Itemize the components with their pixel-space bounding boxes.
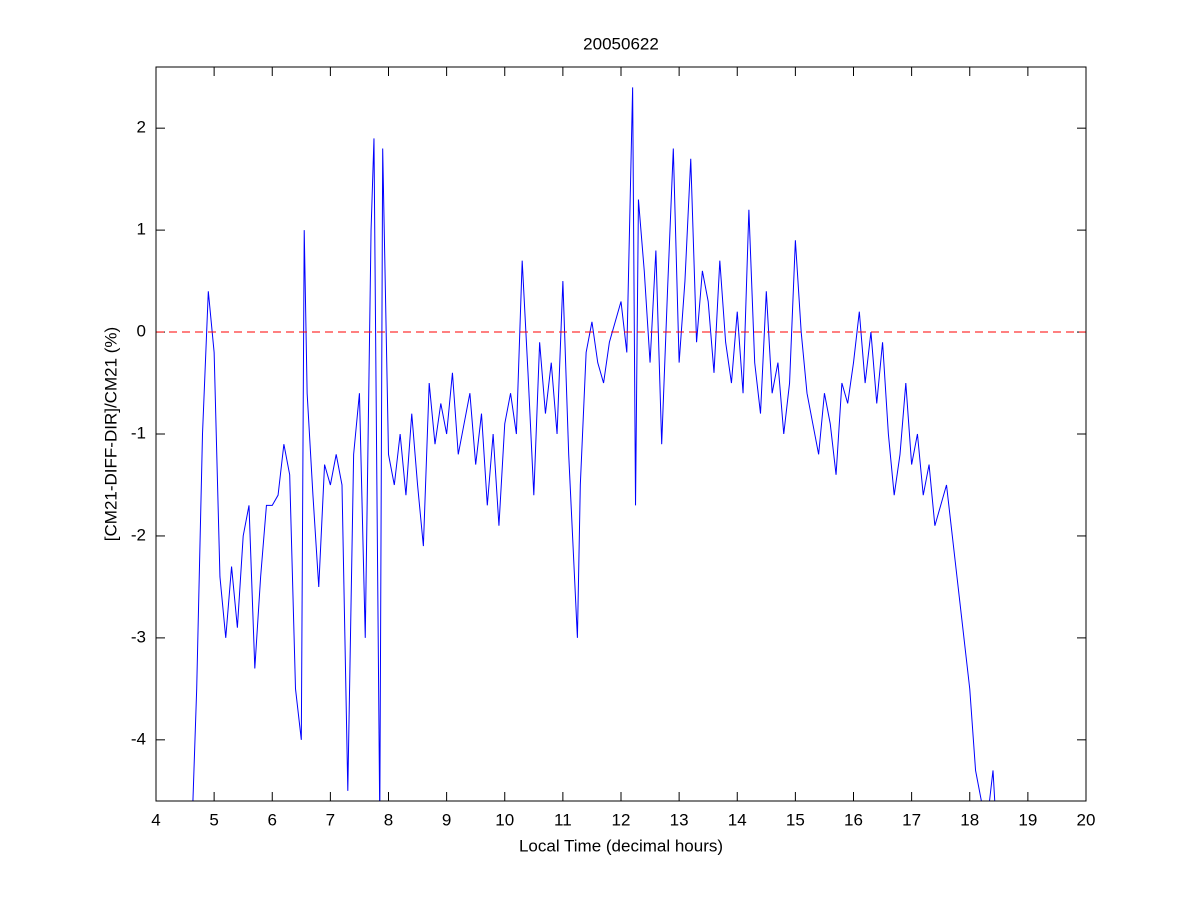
x-tick-label: 7 (326, 810, 335, 829)
y-tick-label: -3 (131, 627, 146, 646)
x-tick-label: 5 (209, 810, 218, 829)
x-tick-label: 6 (268, 810, 277, 829)
x-tick-label: 19 (1018, 810, 1037, 829)
axes-box (155, 66, 1087, 802)
y-axis-label: [CM21-DIFF-DIR]/CM21 (%) (101, 327, 120, 541)
x-tick-label: 13 (670, 810, 689, 829)
y-tick-label: -4 (131, 729, 146, 748)
x-tick-label: 14 (728, 810, 747, 829)
x-tick-label: 8 (384, 810, 393, 829)
x-axis-label: Local Time (decimal hours) (519, 836, 723, 855)
x-tick-label: 16 (844, 810, 863, 829)
x-tick-label: 9 (442, 810, 451, 829)
x-tick-label: 20 (1077, 810, 1096, 829)
x-tick-label: 18 (960, 810, 979, 829)
x-tick-label: 12 (612, 810, 631, 829)
data-line (192, 87, 996, 801)
plot-area (156, 67, 1086, 801)
x-tick-label: 10 (495, 810, 514, 829)
x-tick-label: 17 (902, 810, 921, 829)
x-tick-label: 11 (554, 810, 572, 829)
y-tick-label: 0 (137, 322, 146, 341)
y-tick-label: -1 (131, 423, 146, 442)
x-tick-label: 4 (151, 810, 160, 829)
chart-title: 20050622 (583, 34, 659, 53)
x-tick-label: 15 (786, 810, 805, 829)
y-tick-label: 1 (137, 220, 146, 239)
y-tick-label: -2 (131, 525, 146, 544)
y-tick-label: 2 (137, 118, 146, 137)
